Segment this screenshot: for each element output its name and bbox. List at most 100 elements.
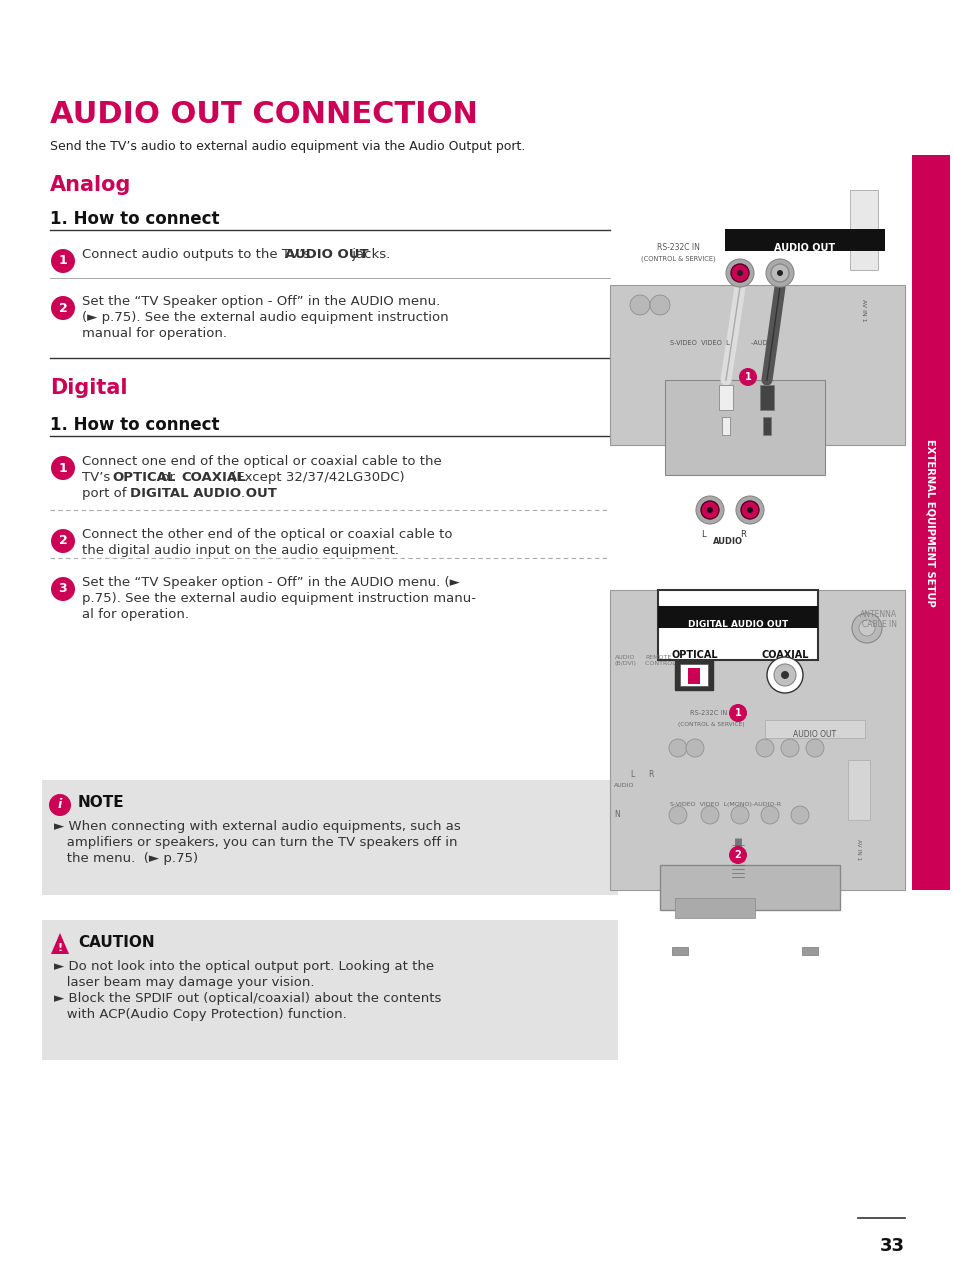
- Circle shape: [755, 739, 773, 757]
- Text: with ACP(Audio Copy Protection) function.: with ACP(Audio Copy Protection) function…: [54, 1007, 346, 1021]
- Bar: [609, 590, 904, 890]
- Text: REMOTE
CONTROL IN: REMOTE CONTROL IN: [644, 655, 683, 665]
- Text: the menu.  (► p.75): the menu. (► p.75): [54, 852, 198, 865]
- Text: 1: 1: [744, 371, 751, 382]
- Text: S-VIDEO  VIDEO  L(MONO)-AUDIO-R: S-VIDEO VIDEO L(MONO)-AUDIO-R: [669, 803, 781, 806]
- Circle shape: [706, 508, 712, 513]
- Text: (CONTROL & SERVICE): (CONTROL & SERVICE): [678, 722, 744, 728]
- Text: AUDIO OUT: AUDIO OUT: [774, 243, 835, 253]
- Text: CAUTION: CAUTION: [78, 935, 154, 950]
- Circle shape: [770, 265, 788, 282]
- Text: ► When connecting with external audio equipments, such as: ► When connecting with external audio eq…: [54, 820, 460, 833]
- Text: R: R: [647, 770, 653, 778]
- Text: Set the “TV Speaker option - Off” in the AUDIO menu. (►: Set the “TV Speaker option - Off” in the…: [82, 576, 459, 589]
- Bar: [849, 190, 877, 270]
- Circle shape: [858, 619, 874, 636]
- Text: 2: 2: [58, 301, 68, 314]
- Circle shape: [765, 259, 793, 287]
- Circle shape: [773, 664, 795, 686]
- Circle shape: [728, 846, 746, 864]
- Bar: [42, 780, 618, 895]
- Bar: [847, 759, 869, 820]
- Text: 2: 2: [58, 534, 68, 547]
- Circle shape: [740, 501, 759, 519]
- Text: AUDIO: AUDIO: [712, 537, 742, 546]
- Text: amplifiers or speakers, you can turn the TV speakers off in: amplifiers or speakers, you can turn the…: [54, 836, 457, 848]
- Text: S-VIDEO  VIDEO  L          -AUD: S-VIDEO VIDEO L -AUD: [669, 340, 767, 346]
- Text: TV’s: TV’s: [82, 471, 114, 485]
- Text: port of: port of: [82, 487, 131, 500]
- Text: AUDIO OUT CONNECTION: AUDIO OUT CONNECTION: [50, 100, 477, 128]
- Circle shape: [685, 739, 703, 757]
- Bar: [671, 946, 687, 955]
- Text: 1. How to connect: 1. How to connect: [50, 416, 219, 434]
- Text: 1: 1: [58, 462, 68, 474]
- Circle shape: [737, 270, 742, 276]
- Text: al for operation.: al for operation.: [82, 608, 189, 621]
- Circle shape: [776, 270, 782, 276]
- Text: jacks.: jacks.: [348, 248, 390, 261]
- Circle shape: [760, 806, 779, 824]
- Bar: [659, 865, 840, 909]
- Bar: [911, 155, 949, 890]
- Circle shape: [728, 703, 746, 722]
- Text: L: L: [629, 770, 634, 778]
- Circle shape: [51, 296, 75, 321]
- Text: Connect one end of the optical or coaxial cable to the: Connect one end of the optical or coaxia…: [82, 455, 441, 468]
- Text: Digital: Digital: [50, 378, 128, 398]
- Text: DIGITAL AUDIO OUT: DIGITAL AUDIO OUT: [130, 487, 276, 500]
- Text: 3: 3: [59, 583, 68, 595]
- Text: AUDIO
(B/DVI): AUDIO (B/DVI): [615, 655, 637, 665]
- Bar: [675, 898, 754, 918]
- Circle shape: [668, 806, 686, 824]
- Circle shape: [790, 806, 808, 824]
- Text: Set the “TV Speaker option - Off” in the AUDIO menu.: Set the “TV Speaker option - Off” in the…: [82, 295, 439, 308]
- Text: manual for operation.: manual for operation.: [82, 327, 227, 340]
- Text: ► Block the SPDIF out (optical/coaxial) about the contents: ► Block the SPDIF out (optical/coaxial) …: [54, 992, 441, 1005]
- Bar: [687, 668, 700, 684]
- Text: RS-232C IN: RS-232C IN: [689, 710, 726, 716]
- Text: !: !: [57, 943, 63, 953]
- Text: .: .: [240, 487, 244, 500]
- Text: COAXIAL: COAXIAL: [181, 471, 246, 485]
- Text: N: N: [614, 810, 619, 819]
- Text: Analog: Analog: [50, 176, 132, 195]
- Text: i: i: [58, 799, 62, 812]
- Bar: [609, 285, 904, 445]
- Circle shape: [49, 794, 71, 817]
- Text: COAXIAL: COAXIAL: [760, 650, 808, 660]
- Circle shape: [51, 455, 75, 480]
- Text: (► p.75). See the external audio equipment instruction: (► p.75). See the external audio equipme…: [82, 310, 448, 324]
- Text: OPTICAL: OPTICAL: [671, 650, 718, 660]
- Text: the digital audio input on the audio equipment.: the digital audio input on the audio equ…: [82, 544, 398, 557]
- Bar: [658, 590, 817, 660]
- Text: AUDIO: AUDIO: [614, 784, 634, 787]
- Polygon shape: [51, 932, 69, 954]
- Text: L: L: [700, 530, 704, 539]
- Text: ► Do not look into the optical output port. Looking at the: ► Do not look into the optical output po…: [54, 960, 434, 973]
- Circle shape: [730, 265, 748, 282]
- Bar: [719, 385, 732, 410]
- Text: 33: 33: [879, 1236, 904, 1255]
- Bar: [664, 380, 824, 474]
- Circle shape: [746, 508, 752, 513]
- Text: (Except 32/37/42LG30DC): (Except 32/37/42LG30DC): [227, 471, 404, 485]
- Text: EXTERNAL EQUIPMENT SETUP: EXTERNAL EQUIPMENT SETUP: [925, 439, 935, 607]
- Text: AUDIO OUT: AUDIO OUT: [793, 730, 836, 739]
- Circle shape: [668, 739, 686, 757]
- Bar: [658, 605, 817, 628]
- Text: or: or: [157, 471, 179, 485]
- Circle shape: [730, 806, 748, 824]
- Text: DIGITAL AUDIO OUT: DIGITAL AUDIO OUT: [687, 619, 787, 628]
- Bar: [42, 920, 618, 1060]
- Text: OPTICAL: OPTICAL: [112, 471, 175, 485]
- Text: ANTENNA
CABLE IN: ANTENNA CABLE IN: [859, 611, 896, 630]
- Circle shape: [805, 739, 823, 757]
- Bar: [760, 385, 773, 410]
- Circle shape: [51, 249, 75, 273]
- Circle shape: [629, 295, 649, 315]
- Text: NOTE: NOTE: [78, 795, 125, 810]
- Bar: [801, 946, 817, 955]
- Text: AV IN 1: AV IN 1: [861, 299, 865, 322]
- Circle shape: [781, 739, 799, 757]
